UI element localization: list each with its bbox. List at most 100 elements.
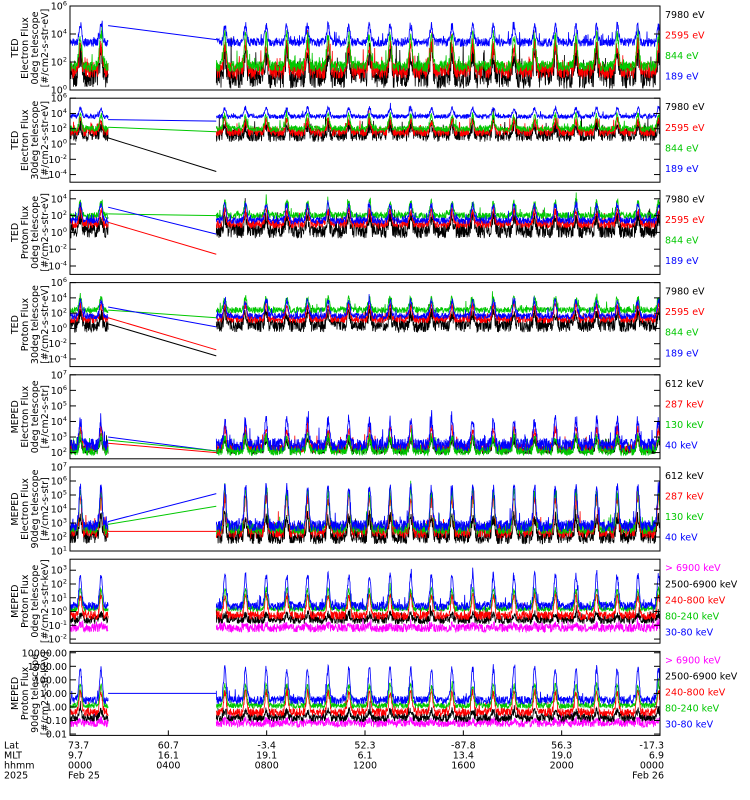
series-trace-2500-6900-kev-seg2 [215, 701, 660, 724]
series-trace-844-ev-seg1 [70, 292, 109, 314]
series-trace-7980-ev-seg2 [215, 24, 660, 89]
y-tick-label: 104 [51, 192, 67, 205]
y-tick-label: 100 [51, 226, 67, 239]
gap-interpolation-line-3 [107, 137, 217, 172]
legend-entry: 844 eV [665, 328, 699, 339]
series-trace-844-ev-seg2 [215, 192, 660, 221]
series-trace-240-800-kev-seg2 [215, 589, 660, 621]
y-axis-label: TEDElectron Flux30deg telescope[#/cm2-s-… [10, 101, 51, 180]
y-tick-label: 106 [51, 384, 67, 397]
y-axis-label: TEDProton Flux30deg telescope[#/cm2-s-st… [10, 285, 51, 364]
tick-lat: -3.4 [257, 740, 276, 751]
series-trace-240-800-kev-seg1 [70, 686, 109, 717]
y-tick-label: 103 [51, 564, 67, 577]
panel-frame [69, 5, 661, 91]
gap-interpolation-line-3 [107, 317, 217, 351]
series-trace-189-ev-seg1 [70, 202, 109, 225]
y-tick-label: 103 [51, 431, 67, 444]
gap-interpolation-line-1 [108, 213, 217, 217]
y-tick-label: 102 [51, 209, 67, 222]
y-tick-label: 10-4 [48, 168, 67, 181]
tick-hhmm: 0000 [640, 760, 664, 771]
legend-entry: 80-240 keV [665, 704, 720, 715]
y-tick-label: 100 [51, 605, 67, 618]
y-axis-label: MEPEDProton Flux90deg telescope[#/cm2-s-… [10, 651, 51, 735]
series-trace-7980-ev-seg1 [70, 200, 109, 239]
series-trace--6900-kev-seg2 [215, 615, 660, 634]
y-tick-label: 101 [51, 591, 67, 604]
legend-entry: 240-800 keV [665, 688, 726, 699]
legend-entry: 612 keV [665, 471, 704, 482]
y-tick-label: 100.00 [34, 675, 67, 686]
tick-lat: 60.7 [158, 740, 179, 751]
y-tick-label: 105 [51, 489, 67, 502]
gap-interpolation-line-1 [108, 309, 217, 319]
series-trace-40-kev-seg1 [70, 483, 109, 531]
panel-7-traces [70, 567, 660, 634]
series-trace-844-ev-seg2 [215, 291, 660, 315]
y-axis-label: TEDProton Flux0deg telescope[#/cm2-s-str… [10, 193, 51, 272]
panel-5-traces [70, 409, 660, 457]
series-trace-30-80-kev-seg2 [215, 663, 660, 706]
tick-mlt: 9.7 [68, 750, 83, 761]
series-trace-240-800-kev-seg1 [70, 591, 109, 620]
y-tick-label: 102 [51, 56, 67, 69]
series-trace-2595-ev-seg2 [215, 206, 660, 230]
legend-entry: 7980 eV [665, 102, 705, 113]
legend-entry: 2500-6900 keV [665, 671, 738, 682]
legend-entry: 2595 eV [665, 123, 705, 134]
legend-entry: 80-240 keV [665, 611, 720, 622]
tick-hhmm: 0000 [68, 760, 92, 771]
y-tick-label: 103 [51, 517, 67, 530]
time-axis-row-label: hhmm [4, 760, 35, 771]
series-trace-2595-ev-seg1 [70, 116, 109, 138]
panel-frame [69, 282, 661, 368]
series-trace-7980-ev-seg2 [215, 198, 660, 239]
y-tick-label: 106 [51, 475, 67, 488]
y-tick-label: 104 [51, 28, 67, 41]
gap-interpolation-line-1 [108, 25, 217, 41]
series-trace-30-80-kev-seg1 [70, 666, 109, 705]
panel-2-traces [70, 102, 660, 172]
legend-entry: 844 eV [665, 143, 699, 154]
y-tick-label: 10-2 [48, 243, 67, 256]
panel-frame [69, 97, 661, 183]
y-tick-label: 101 [51, 545, 67, 558]
gap-interpolation-line-3 [108, 442, 217, 454]
y-tick-label: 10-2 [48, 633, 67, 646]
y-tick-label: 104 [51, 415, 67, 428]
tick-mlt: 16.1 [158, 750, 179, 761]
y-tick-label: 10-2 [48, 153, 67, 166]
panel-8: 0.01 0.10 1.00 10.00 100.00 1000.00 10000.00ME… [10, 648, 738, 740]
panel-3-traces [70, 192, 660, 255]
y-tick-label: 106 [51, 0, 67, 13]
series-trace-40-kev-seg2 [215, 409, 660, 452]
legend-entry: 2500-6900 keV [665, 579, 738, 590]
panel-1-traces [70, 20, 660, 89]
series-trace-2595-ev-seg2 [215, 109, 660, 138]
legend-entry: > 6900 keV [665, 563, 721, 574]
y-tick-label: 0.01 [46, 730, 67, 741]
gap-interpolation-line-2 [107, 206, 217, 235]
legend-entry: 30-80 keV [665, 628, 714, 639]
tick-mlt: 6.1 [357, 750, 372, 761]
tick-date: Feb 26 [632, 770, 664, 781]
time-axis-row-label: 2025 [4, 770, 28, 781]
tick-lat: 52.3 [354, 740, 375, 751]
y-tick-label: 1000.00 [28, 662, 67, 673]
time-axis-row-label: Lat [4, 740, 19, 751]
gap-interpolation-line-2 [108, 505, 217, 525]
panel-8-traces [70, 663, 660, 729]
gap-interpolation-line-1 [108, 436, 217, 452]
y-tick-label: 100 [51, 138, 67, 151]
legend-entry: > 6900 keV [665, 655, 721, 666]
y-tick-label: 106 [51, 276, 67, 289]
tick-hhmm: 1600 [451, 760, 475, 771]
